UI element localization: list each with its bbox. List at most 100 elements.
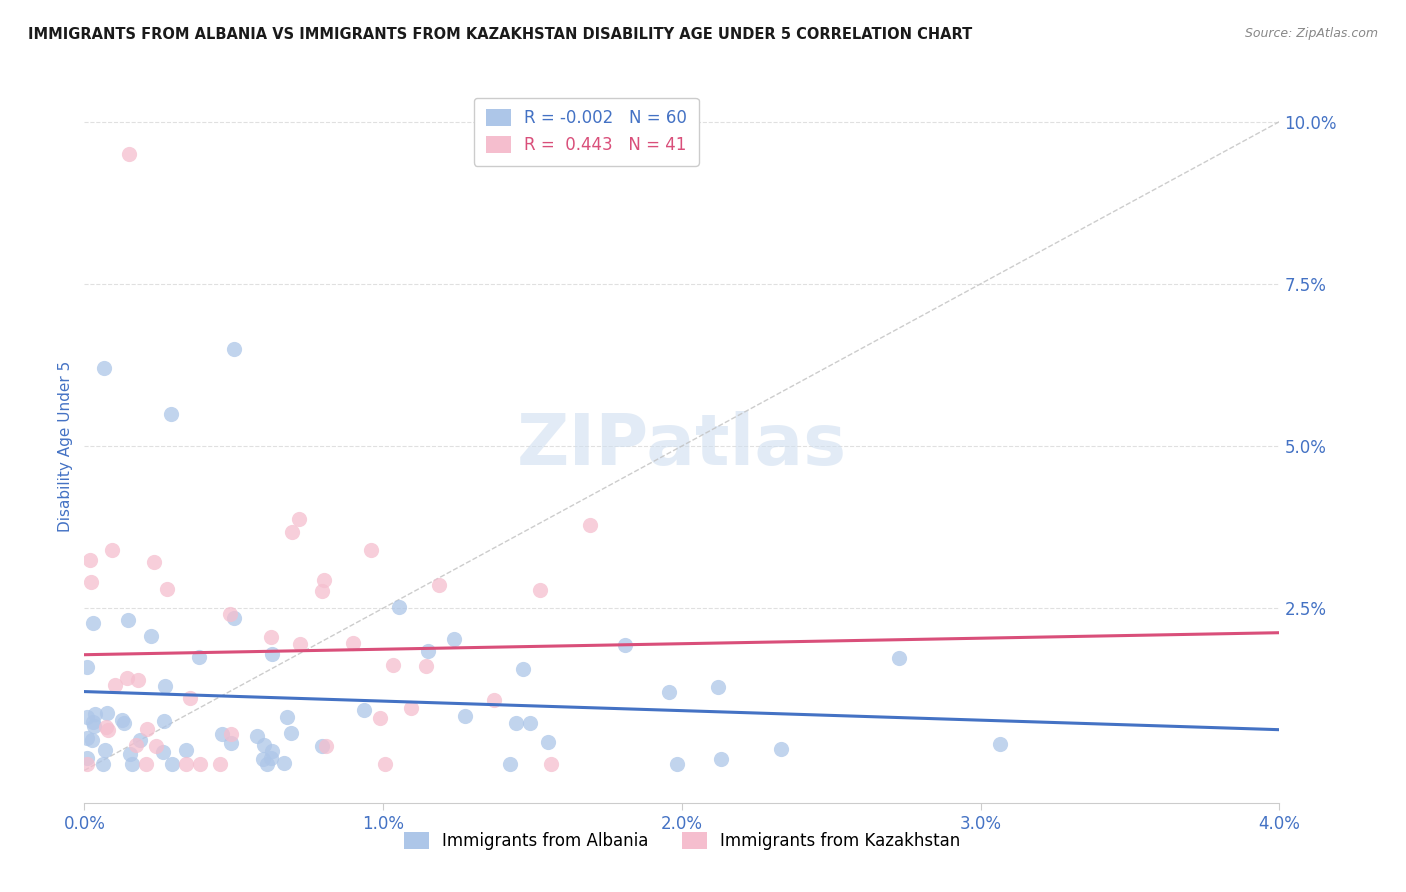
Text: IMMIGRANTS FROM ALBANIA VS IMMIGRANTS FROM KAZAKHSTAN DISABILITY AGE UNDER 5 COR: IMMIGRANTS FROM ALBANIA VS IMMIGRANTS FR… [28, 27, 973, 42]
Point [160, 756, 183, 771]
Point [401, 701, 423, 715]
Point [156, 582, 179, 596]
Point [276, 710, 298, 724]
Point [142, 555, 165, 569]
Point [415, 659, 437, 673]
Point [454, 709, 477, 723]
Point [127, 673, 149, 688]
Point [82, 615, 104, 630]
Point [159, 407, 181, 421]
Point [273, 756, 295, 770]
Point [76, 710, 98, 724]
Point [374, 756, 396, 771]
Point [262, 647, 284, 661]
Point [79, 553, 101, 567]
Point [187, 649, 209, 664]
Point [311, 584, 333, 599]
Point [613, 638, 636, 652]
Point [519, 716, 541, 731]
Point [94, 743, 117, 757]
Point [80, 732, 103, 747]
Point [152, 746, 174, 760]
Legend: Immigrants from Albania, Immigrants from Kazakhstan: Immigrants from Albania, Immigrants from… [395, 824, 969, 859]
Point [887, 651, 910, 665]
Point [104, 677, 127, 691]
Point [288, 512, 311, 526]
Point [80, 574, 103, 589]
Point [209, 756, 232, 771]
Point [76, 660, 98, 674]
Point [91, 756, 114, 771]
Point [224, 611, 246, 625]
Point [353, 703, 375, 717]
Point [76, 756, 98, 771]
Point [211, 727, 233, 741]
Point [505, 715, 527, 730]
Point [311, 739, 333, 753]
Point [153, 679, 176, 693]
Point [118, 747, 141, 761]
Point [117, 613, 139, 627]
Point [174, 743, 197, 757]
Point [314, 573, 336, 587]
Point [252, 751, 274, 765]
Point [219, 736, 242, 750]
Point [76, 751, 98, 765]
Point [342, 636, 364, 650]
Point [174, 756, 197, 771]
Point [97, 723, 120, 738]
Point [145, 739, 167, 754]
Point [83, 719, 105, 733]
Point [281, 524, 304, 539]
Point [388, 599, 411, 614]
Point [288, 637, 311, 651]
Point [224, 342, 246, 356]
Point [381, 657, 404, 672]
Point [76, 731, 98, 746]
Point [118, 147, 141, 161]
Point [188, 756, 211, 771]
Point [82, 714, 104, 729]
Point [512, 662, 534, 676]
Point [129, 732, 152, 747]
Point [253, 738, 276, 752]
Point [360, 542, 382, 557]
Point [707, 680, 730, 694]
Point [427, 578, 450, 592]
Point [125, 739, 148, 753]
Point [579, 518, 602, 533]
Point [96, 706, 118, 720]
Point [418, 644, 440, 658]
Point [260, 630, 283, 644]
Point [135, 722, 157, 736]
Point [101, 542, 124, 557]
Point [537, 735, 560, 749]
Point [94, 720, 117, 734]
Point [259, 751, 281, 765]
Point [135, 756, 157, 771]
Point [262, 744, 284, 758]
Y-axis label: Disability Age Under 5: Disability Age Under 5 [58, 360, 73, 532]
Text: ZIPatlas: ZIPatlas [517, 411, 846, 481]
Point [499, 756, 522, 771]
Point [219, 727, 242, 741]
Point [246, 730, 269, 744]
Point [315, 739, 337, 753]
Point [988, 737, 1011, 751]
Point [83, 706, 105, 721]
Point [121, 756, 143, 771]
Point [529, 583, 551, 598]
Point [666, 756, 689, 771]
Point [111, 713, 134, 727]
Point [93, 361, 115, 376]
Point [709, 752, 731, 766]
Text: Source: ZipAtlas.com: Source: ZipAtlas.com [1244, 27, 1378, 40]
Point [153, 714, 176, 729]
Point [658, 685, 681, 699]
Point [280, 726, 302, 740]
Point [368, 711, 391, 725]
Point [482, 692, 505, 706]
Point [179, 690, 201, 705]
Point [112, 716, 135, 731]
Point [769, 742, 792, 756]
